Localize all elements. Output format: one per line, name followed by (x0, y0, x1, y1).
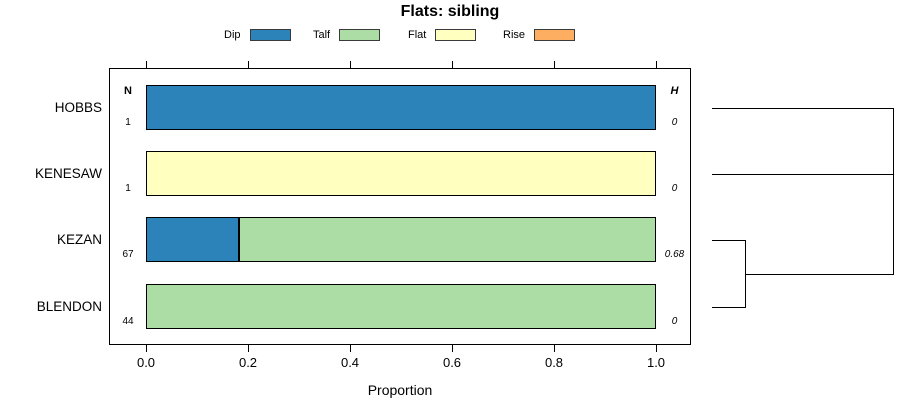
axis-tick-top (350, 61, 351, 68)
axis-tick-bottom (248, 345, 249, 352)
legend-item-talf: Talf (313, 26, 381, 44)
bar-segment-flat (147, 152, 655, 195)
axis-tick-top (146, 61, 147, 68)
legend-label: Talf (313, 29, 331, 41)
axis-tick-label: 0.8 (544, 355, 564, 370)
chart-title: Flats: sibling (400, 3, 500, 20)
axis-tick-bottom (656, 345, 657, 352)
axis-tick-top (248, 61, 249, 68)
axis-tick-label: 1.0 (646, 355, 666, 370)
dendro-branch-kezan (712, 240, 746, 241)
h-value: 0 (671, 316, 678, 327)
n-value: 1 (125, 183, 131, 194)
axis-tick-label: 0.4 (340, 355, 360, 370)
axis-tick-bottom (452, 345, 453, 352)
legend-swatch-rise (534, 29, 576, 41)
dendro-root-join (893, 108, 894, 275)
bar-hobbs (146, 85, 656, 130)
column-header-h: H (670, 85, 679, 97)
axis-tick-top (554, 61, 555, 68)
n-value: 1 (125, 117, 131, 128)
dendro-branch-blendon (712, 307, 746, 308)
legend-label: Flat (408, 29, 427, 41)
axis-tick-top (452, 61, 453, 68)
bar-kezan (146, 217, 656, 262)
dendro-branch-hobbs (712, 108, 894, 109)
legend-swatch-dip (249, 29, 291, 41)
legend-label: Rise (503, 29, 526, 41)
legend-swatch-talf (339, 29, 381, 41)
n-value: 44 (122, 316, 134, 327)
h-value: 0.68 (664, 249, 685, 260)
legend-item-flat: Flat (408, 26, 477, 44)
legend-label: Dip (224, 29, 241, 41)
x-axis-label: Proportion (367, 382, 433, 398)
axis-tick-label: 0.6 (442, 355, 462, 370)
plot-area (109, 68, 691, 345)
axis-tick-top (656, 61, 657, 68)
axis-tick-label: 0.2 (238, 355, 258, 370)
h-value: 0 (671, 183, 678, 194)
dendro-branch-kezan-blendon-cluster (745, 274, 894, 275)
legend-swatch-flat (435, 29, 477, 41)
bar-kenesaw (146, 151, 656, 196)
category-label-kenesaw: KENESAW (34, 165, 102, 181)
dendro-branch-kenesaw (712, 174, 894, 175)
column-header-n: N (124, 85, 132, 97)
bar-segment-talf (147, 285, 655, 328)
category-label-hobbs: HOBBS (54, 99, 102, 115)
category-label-kezan: KEZAN (56, 231, 102, 247)
category-label-blendon: BLENDON (36, 298, 102, 314)
bar-blendon (146, 284, 656, 329)
h-value: 0 (671, 117, 678, 128)
axis-tick-bottom (146, 345, 147, 352)
bar-segment-dip (147, 218, 239, 261)
axis-tick-label: 0.0 (136, 355, 156, 370)
legend-item-rise: Rise (503, 26, 576, 44)
axis-tick-bottom (554, 345, 555, 352)
n-value: 67 (122, 249, 134, 260)
bar-segment-dip (147, 86, 655, 129)
bar-segment-talf (238, 218, 655, 261)
axis-tick-bottom (350, 345, 351, 352)
legend-item-dip: Dip (224, 26, 291, 44)
